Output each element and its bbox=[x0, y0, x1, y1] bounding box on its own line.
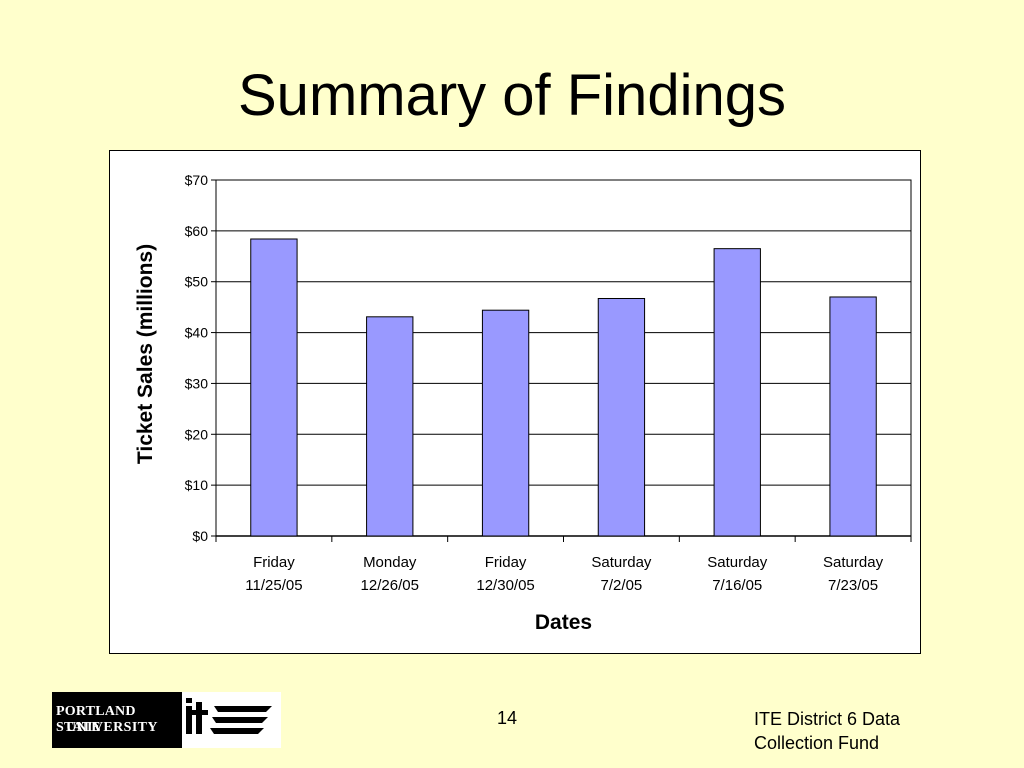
plot-area bbox=[215, 179, 912, 537]
x-axis-title: Dates bbox=[535, 611, 592, 634]
bar bbox=[366, 316, 414, 537]
x-tick-label-day: Saturday bbox=[707, 554, 768, 571]
y-tick-label: $30 bbox=[185, 375, 209, 391]
footer-text: ITE District 6 Data Collection Fund bbox=[754, 707, 1004, 755]
bar bbox=[481, 309, 530, 537]
y-tick-label: $70 bbox=[185, 172, 209, 188]
y-tick-label: $20 bbox=[185, 426, 209, 442]
psu-ite-logo: PORTLAND STATE UNIVERSITY bbox=[52, 692, 281, 748]
psu-logo: PORTLAND STATE UNIVERSITY bbox=[52, 692, 182, 748]
y-axis-title: Ticket Sales (millions) bbox=[134, 244, 157, 464]
y-tick-label: $10 bbox=[185, 477, 209, 493]
y-tick-label: $0 bbox=[192, 528, 208, 544]
y-tick-label: $50 bbox=[185, 274, 209, 290]
x-tick-label-day: Friday bbox=[485, 554, 527, 571]
bar bbox=[250, 238, 298, 537]
bar bbox=[829, 296, 877, 537]
x-tick-label-date: 11/25/05 bbox=[245, 577, 302, 594]
bar bbox=[597, 297, 646, 537]
y-tick-label: $60 bbox=[185, 223, 209, 239]
x-tick-label-day: Saturday bbox=[823, 554, 884, 571]
chart-frame: $0 $10 $20 $30 $40 $50 $60 $70 Friday 11/25/05 Mon… bbox=[109, 150, 921, 654]
x-tick-label-date: 12/26/05 bbox=[361, 577, 419, 594]
x-tick-label-date: 7/16/05 bbox=[712, 577, 762, 594]
footer-line1: ITE District 6 Data bbox=[754, 709, 901, 729]
x-tick-label-date: 7/2/05 bbox=[601, 577, 643, 594]
x-tick-label-day: Monday bbox=[363, 554, 417, 571]
logo-text-line1: PORTLAND STATE bbox=[56, 704, 136, 735]
x-tick-label-date: 12/30/05 bbox=[476, 577, 534, 594]
ite-logo-icon bbox=[186, 698, 272, 734]
y-tick-label: $40 bbox=[185, 325, 209, 341]
logo-text-line2: UNIVERSITY bbox=[66, 720, 158, 735]
bar bbox=[713, 248, 761, 537]
footer-line2: Collection Fund bbox=[754, 733, 880, 753]
page-number: 14 bbox=[497, 708, 518, 728]
x-tick-label-day: Friday bbox=[253, 554, 295, 571]
slide-title: Summary of Findings bbox=[238, 63, 786, 128]
bar-chart: $0 $10 $20 $30 $40 $50 $60 $70 Friday 11/25/05 Mon… bbox=[134, 172, 912, 634]
ite-logo bbox=[182, 692, 281, 748]
x-tick-label-day: Saturday bbox=[591, 554, 652, 571]
x-tick-label-date: 7/23/05 bbox=[828, 577, 878, 594]
